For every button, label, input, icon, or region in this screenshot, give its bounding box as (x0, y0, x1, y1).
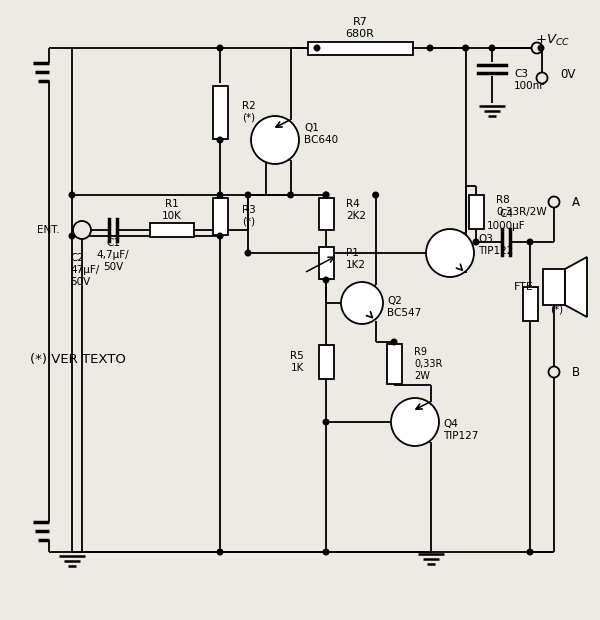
Circle shape (314, 45, 320, 51)
Circle shape (548, 366, 560, 378)
Text: 0V: 0V (560, 68, 575, 81)
Bar (543, 269, 565, 305)
Circle shape (323, 192, 329, 198)
Text: R5
1K: R5 1K (290, 351, 304, 373)
Circle shape (217, 549, 223, 555)
Bar (319, 198, 334, 230)
Text: C4
1000μF: C4 1000μF (487, 209, 526, 231)
Text: R2
(*): R2 (*) (242, 101, 256, 123)
Text: Q3
TIP122: Q3 TIP122 (478, 234, 514, 256)
Circle shape (341, 282, 383, 324)
Circle shape (217, 192, 223, 198)
Circle shape (391, 398, 439, 446)
Text: P1
1K2: P1 1K2 (346, 248, 366, 270)
Circle shape (548, 197, 560, 208)
Text: Q2
BC547: Q2 BC547 (387, 296, 421, 318)
Circle shape (323, 192, 329, 198)
Bar (469, 195, 484, 229)
Circle shape (536, 73, 548, 84)
Text: R3
(*): R3 (*) (242, 205, 256, 227)
Text: Q4
TIP127: Q4 TIP127 (443, 419, 478, 441)
Circle shape (391, 339, 397, 345)
Circle shape (69, 233, 75, 239)
Circle shape (251, 116, 299, 164)
Text: C3
100nF: C3 100nF (514, 69, 546, 91)
Bar (319, 247, 334, 279)
Text: ENT.: ENT. (37, 225, 60, 235)
Circle shape (323, 549, 329, 555)
Circle shape (288, 192, 293, 198)
Circle shape (463, 45, 469, 51)
Circle shape (323, 277, 329, 283)
Circle shape (527, 239, 533, 245)
Circle shape (427, 45, 433, 51)
Circle shape (473, 239, 479, 245)
Circle shape (323, 419, 329, 425)
Text: (*) VER TEXTO: (*) VER TEXTO (30, 353, 126, 366)
Text: R4
2K2: R4 2K2 (346, 199, 366, 221)
Circle shape (217, 137, 223, 143)
Circle shape (245, 192, 251, 198)
Text: R8
0,33R/2W: R8 0,33R/2W (496, 195, 547, 217)
Text: R1
10K: R1 10K (162, 199, 182, 221)
Circle shape (373, 192, 379, 198)
Circle shape (527, 549, 533, 555)
Bar (212, 198, 227, 234)
Circle shape (217, 45, 223, 51)
Text: C2
47μF/
50V: C2 47μF/ 50V (70, 254, 99, 286)
Bar (308, 42, 413, 55)
Circle shape (426, 229, 474, 277)
Text: FTE-: FTE- (514, 282, 538, 292)
Text: C1
4,7μF/
50V: C1 4,7μF/ 50V (97, 239, 130, 272)
Bar (386, 344, 401, 384)
Text: $+V_{CC}$: $+V_{CC}$ (535, 32, 571, 48)
Bar (212, 86, 227, 138)
Text: R7
680R: R7 680R (346, 17, 374, 39)
Text: R9
0,33R
2W: R9 0,33R 2W (414, 347, 442, 381)
Circle shape (532, 43, 542, 53)
Circle shape (217, 233, 223, 239)
Bar (523, 287, 538, 321)
Text: R6
(*): R6 (*) (550, 293, 564, 315)
Bar (150, 223, 194, 237)
Text: B: B (572, 366, 580, 378)
Circle shape (69, 192, 75, 198)
Circle shape (245, 250, 251, 256)
Circle shape (489, 45, 495, 51)
Text: Q1
BC640: Q1 BC640 (304, 123, 338, 145)
Bar (319, 345, 334, 379)
Circle shape (73, 221, 91, 239)
Polygon shape (565, 257, 587, 317)
Circle shape (538, 45, 544, 51)
Text: A: A (572, 195, 580, 208)
